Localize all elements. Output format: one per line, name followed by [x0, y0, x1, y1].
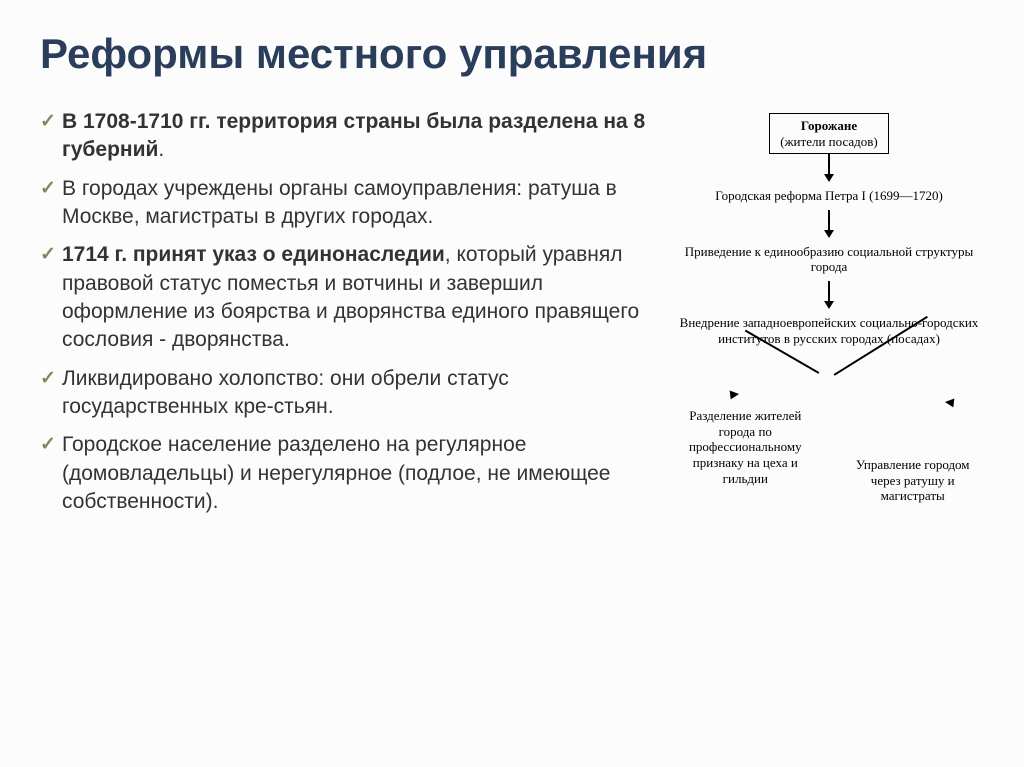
- list-item: 1714 г. принят указ о единонаследии, кот…: [40, 241, 654, 354]
- list-item: В городах учреждены органы самоуправлени…: [40, 175, 654, 232]
- bullet-rest: Городское население разделено на регуляр…: [62, 433, 610, 513]
- content-wrap: В 1708-1710 гг. территория страны была р…: [40, 108, 984, 526]
- arrow-down-icon: [824, 230, 834, 238]
- diagram-node: Приведение к единообразию социальной стр…: [674, 244, 984, 275]
- list-item: В 1708-1710 гг. территория страны была р…: [40, 108, 654, 165]
- diagram-leaf-right: Управление городом через ратушу и магист…: [841, 457, 984, 504]
- arrow-connector: [828, 154, 830, 174]
- page-title: Реформы местного управления: [40, 30, 984, 78]
- diagram-root-box: Горожане (жители посадов): [769, 113, 888, 154]
- list-item: Ликвидировано холопство: они обрели стат…: [40, 365, 654, 422]
- bullet-bold: 1714 г. принят указ о единонаследии: [62, 243, 445, 266]
- diagram-leaf-left: Разделение жителей города по профессиона…: [674, 408, 817, 504]
- arrow-down-icon: [824, 301, 834, 309]
- bullet-rest: .: [158, 138, 164, 161]
- diagram-node: Городская реформа Петра I (1699—1720): [674, 188, 984, 204]
- bullet-rest: В городах учреждены органы самоуправлени…: [62, 177, 617, 228]
- arrow-down-icon: [727, 391, 739, 402]
- box-title: Горожане: [801, 118, 857, 133]
- bullet-list: В 1708-1710 гг. территория страны была р…: [40, 108, 654, 526]
- box-subtitle: (жители посадов): [780, 134, 877, 149]
- diagram-node: Внедрение западноевропейских социально-г…: [674, 315, 984, 346]
- diagram-split: [674, 352, 984, 402]
- flowchart: Горожане (жители посадов) Городская рефо…: [674, 108, 984, 526]
- diagram-leaves: Разделение жителей города по профессиона…: [674, 402, 984, 510]
- bullet-bold: В 1708-1710 гг. территория страны была р…: [62, 110, 645, 161]
- arrow-connector: [828, 281, 830, 301]
- bullet-rest: Ликвидировано холопство: они обрели стат…: [62, 367, 509, 418]
- arrow-connector: [828, 210, 830, 230]
- list-item: Городское население разделено на регуляр…: [40, 431, 654, 516]
- arrow-down-icon: [824, 174, 834, 182]
